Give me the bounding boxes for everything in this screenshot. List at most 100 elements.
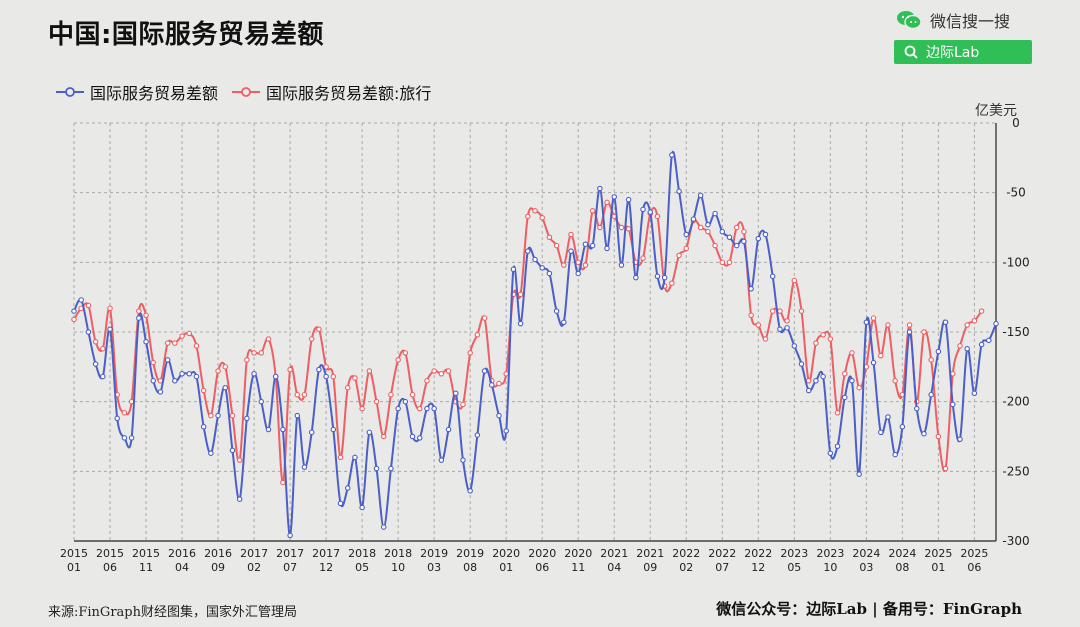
data-point-service-balance <box>928 391 934 398</box>
data-point-travel-balance <box>445 368 452 374</box>
data-point-travel-balance <box>481 315 488 321</box>
x-tick-label: 07 <box>283 561 297 574</box>
x-tick-label: 2020 <box>528 547 556 560</box>
data-point-travel-balance <box>921 329 927 335</box>
data-point-service-balance <box>200 423 207 430</box>
data-point-service-balance <box>733 242 740 249</box>
data-point-service-balance <box>467 488 473 494</box>
data-point-travel-balance <box>733 224 740 231</box>
data-point-travel-balance <box>193 343 200 349</box>
data-point-travel-balance <box>431 368 437 374</box>
data-point-travel-balance <box>762 336 769 342</box>
data-point-service-balance <box>647 209 653 215</box>
x-tick-label: 02 <box>247 561 261 574</box>
data-point-service-balance <box>503 428 509 434</box>
x-tick-label: 11 <box>139 561 153 574</box>
data-point-service-balance <box>957 436 963 443</box>
data-point-service-balance <box>496 412 502 419</box>
data-point-travel-balance <box>892 378 898 384</box>
legend-item-service-balance: 国际服务贸易差额 <box>56 80 218 104</box>
data-point-travel-balance <box>244 357 250 363</box>
data-point-travel-balance <box>669 280 675 286</box>
x-tick-label: 2024 <box>888 547 916 560</box>
data-point-service-balance <box>323 373 329 380</box>
data-point-travel-balance <box>618 224 625 231</box>
data-point-travel-balance <box>265 336 272 342</box>
data-point-service-balance <box>517 320 524 327</box>
data-point-service-balance <box>798 361 805 367</box>
data-point-service-balance <box>719 228 726 235</box>
data-point-travel-balance <box>208 412 214 419</box>
chart-legend: 国际服务贸易差额 国际服务贸易差额:旅行 <box>56 80 431 104</box>
data-point-travel-balance <box>697 224 704 231</box>
data-point-travel-balance <box>164 340 171 346</box>
data-point-travel-balance <box>294 391 301 398</box>
data-point-service-balance <box>244 415 250 422</box>
data-point-service-balance <box>640 206 646 213</box>
data-point-service-balance <box>474 432 481 438</box>
data-point-service-balance <box>841 394 848 401</box>
data-point-service-balance <box>539 265 545 271</box>
data-point-travel-balance <box>100 345 106 352</box>
data-point-travel-balance <box>366 368 373 374</box>
data-point-travel-balance <box>805 378 812 384</box>
x-tick-label: 03 <box>859 561 873 574</box>
data-point-service-balance <box>229 447 236 454</box>
data-point-service-balance <box>525 248 531 254</box>
data-point-travel-balance <box>726 259 733 266</box>
data-point-travel-balance <box>604 199 610 206</box>
data-point-travel-balance <box>344 384 351 391</box>
x-tick-label: 2018 <box>384 547 412 560</box>
x-tick-label: 2023 <box>780 547 808 560</box>
data-point-service-balance <box>236 496 243 502</box>
data-point-travel-balance <box>388 391 394 398</box>
x-tick-label: 08 <box>895 561 909 574</box>
data-point-service-balance <box>78 297 84 303</box>
data-point-travel-balance <box>769 308 776 314</box>
wechat-label: 微信搜一搜 <box>930 12 1011 31</box>
data-point-travel-balance <box>172 340 178 346</box>
data-point-service-balance <box>532 256 538 263</box>
data-point-travel-balance <box>229 412 236 419</box>
x-tick-label: 08 <box>463 561 477 574</box>
data-point-service-balance <box>661 274 668 281</box>
data-point-service-balance <box>179 371 185 377</box>
data-point-service-balance <box>971 390 978 397</box>
data-point-travel-balance <box>935 433 942 440</box>
data-point-service-balance <box>633 274 639 281</box>
data-point-service-balance <box>856 471 862 477</box>
data-point-service-balance <box>431 405 437 412</box>
data-point-service-balance <box>172 378 178 384</box>
data-point-service-balance <box>791 343 798 349</box>
data-point-service-balance <box>445 426 452 433</box>
data-point-travel-balance <box>143 312 149 319</box>
data-point-travel-balance <box>316 326 322 332</box>
data-point-service-balance <box>697 192 704 199</box>
data-point-service-balance <box>597 185 603 192</box>
data-point-service-balance <box>301 464 308 470</box>
search-button[interactable]: 边际Lab <box>894 40 1032 64</box>
data-point-travel-balance <box>654 213 661 220</box>
data-point-travel-balance <box>978 308 985 314</box>
series-line-travel-balance <box>73 201 983 484</box>
x-tick-label: 09 <box>211 561 225 574</box>
data-point-service-balance <box>849 378 855 384</box>
data-point-service-balance <box>251 371 257 377</box>
data-point-service-balance <box>834 443 841 450</box>
x-tick-label: 2022 <box>672 547 700 560</box>
x-tick-label: 06 <box>103 561 117 574</box>
x-tick-label: 2019 <box>456 547 484 560</box>
data-point-travel-balance <box>719 259 726 266</box>
legend-swatch-red <box>232 87 261 97</box>
data-point-travel-balance <box>136 308 142 314</box>
data-point-travel-balance <box>820 332 826 338</box>
wechat-search-brand: 微信搜一搜 <box>896 8 1010 32</box>
data-point-travel-balance <box>748 312 754 319</box>
data-point-service-balance <box>100 373 106 380</box>
data-point-travel-balance <box>92 339 99 345</box>
x-tick-label: 2017 <box>240 547 268 560</box>
data-point-travel-balance <box>582 262 589 268</box>
y-tick-label: -300 <box>1002 534 1029 548</box>
x-tick-label: 12 <box>751 561 765 574</box>
x-tick-label: 01 <box>499 561 513 574</box>
